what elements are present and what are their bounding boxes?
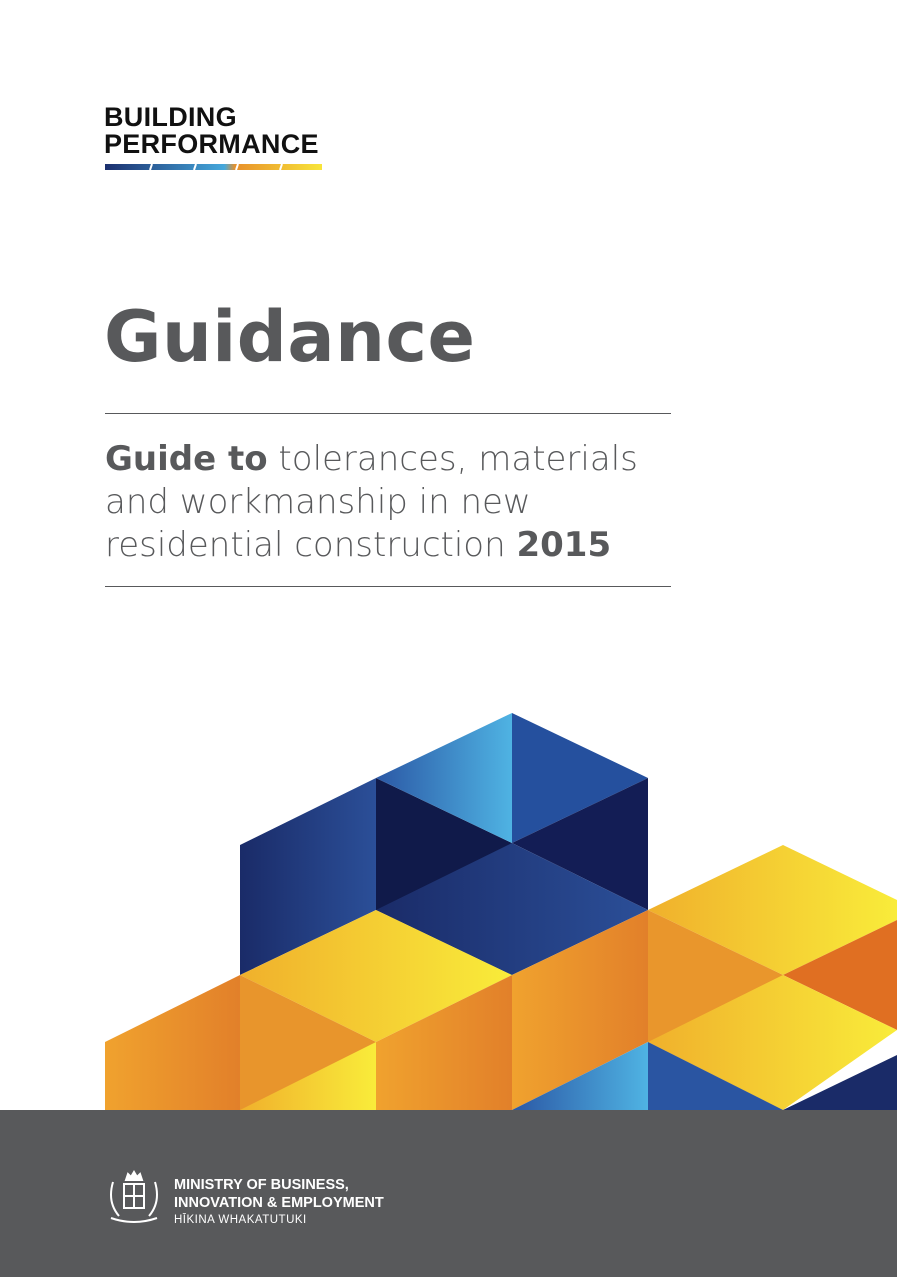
divider-bottom	[105, 586, 671, 587]
cube-face	[512, 713, 648, 843]
cube-face	[512, 1042, 648, 1110]
coat-of-arms-icon	[110, 1170, 158, 1223]
cube-face	[376, 975, 512, 1110]
cube-face	[648, 845, 897, 975]
logo-line-1: BUILDING	[104, 102, 237, 132]
cube-face	[240, 910, 512, 1042]
cube-face	[648, 1042, 783, 1110]
ministry-maori-name: HĪKINA WHAKATUTUKI	[174, 1214, 307, 1226]
geometric-cubes-graphic	[105, 713, 897, 1110]
footer-band	[0, 1110, 897, 1277]
cube-face	[783, 920, 897, 1030]
cube-face	[512, 910, 648, 1110]
cube-face	[376, 843, 648, 975]
building-performance-logo: BUILDING PERFORMANCE	[104, 104, 319, 158]
cube-face	[105, 975, 240, 1110]
logo-line-2: PERFORMANCE	[104, 129, 319, 159]
cube-face	[240, 1042, 376, 1110]
divider-top	[105, 413, 671, 414]
cube-face	[240, 778, 376, 975]
ministry-line-1: MINISTRY OF BUSINESS,	[174, 1177, 349, 1193]
subtitle-year: 2015	[516, 525, 612, 565]
ministry-name: MINISTRY OF BUSINESS, INNOVATION & EMPLO…	[174, 1176, 384, 1212]
cube-face	[512, 778, 648, 910]
logo-color-bar	[105, 164, 322, 170]
cube-face	[376, 713, 512, 843]
subtitle-text: tolerances, materials and workmanship in…	[105, 439, 638, 565]
page-title: Guidance	[104, 296, 476, 378]
subtitle: Guide to tolerances, materials and workm…	[105, 438, 685, 567]
ministry-line-2: INNOVATION & EMPLOYMENT	[174, 1195, 384, 1211]
subtitle-prefix: Guide to	[105, 439, 268, 479]
cube-face	[648, 975, 897, 1110]
cube-face	[783, 1055, 897, 1110]
